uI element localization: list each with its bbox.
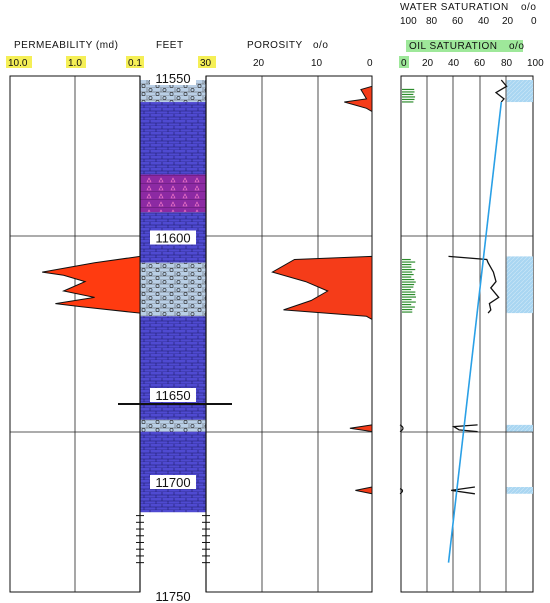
depth-label: 11550 bbox=[155, 71, 190, 86]
perm-tick: 10.0 bbox=[8, 58, 28, 69]
feet-title: FEET bbox=[156, 40, 184, 51]
porosity-tick: 20 bbox=[253, 58, 265, 69]
green-shade bbox=[402, 89, 415, 102]
oil-saturation-curve bbox=[454, 425, 478, 432]
saturation-track bbox=[401, 76, 533, 592]
porosity-curve bbox=[355, 487, 372, 494]
oil-saturation-title: OIL SATURATION bbox=[409, 41, 498, 52]
porosity-tick: 10 bbox=[311, 58, 323, 69]
oil-tick: 0 bbox=[401, 58, 407, 69]
oil-saturation-curve bbox=[451, 487, 475, 494]
porosity-unit: o/o bbox=[313, 40, 328, 51]
oolitic-limestone-interval bbox=[140, 420, 206, 432]
oil-tick: 100 bbox=[527, 58, 544, 69]
oil-saturation-unit: o/o bbox=[509, 41, 524, 52]
depth-label: 11650 bbox=[155, 388, 190, 403]
green-shade bbox=[402, 260, 416, 313]
water-saturation-fill bbox=[507, 487, 533, 494]
anhydrite-interval bbox=[140, 175, 206, 213]
limestone-interval bbox=[140, 102, 206, 174]
oil-tick: 20 bbox=[422, 58, 434, 69]
porosity-track bbox=[206, 76, 372, 592]
log-curves bbox=[42, 80, 533, 563]
feet-scale-tick: 30 bbox=[200, 58, 212, 69]
lithology-column bbox=[140, 76, 206, 592]
permeability-track bbox=[10, 76, 140, 592]
header: PERMEABILITY (md) FEET POROSITY o/o WATE… bbox=[6, 2, 544, 69]
porosity-curve bbox=[350, 425, 372, 432]
porosity-tick: 0 bbox=[367, 58, 373, 69]
oil-tick: 40 bbox=[448, 58, 460, 69]
depth-label: 11750 bbox=[155, 589, 190, 603]
water-tick: 60 bbox=[452, 16, 464, 27]
water-saturation-fill bbox=[507, 80, 533, 102]
perm-tick: 0.1 bbox=[128, 58, 142, 69]
porosity-curve bbox=[272, 256, 372, 319]
depth-ticks bbox=[136, 516, 210, 563]
permeability-title: PERMEABILITY (md) bbox=[14, 40, 118, 51]
water-tick: 100 bbox=[400, 16, 417, 27]
water-saturation-title: WATER SATURATION bbox=[400, 2, 509, 13]
porosity-title: POROSITY bbox=[247, 40, 303, 51]
water-tick: 40 bbox=[478, 16, 490, 27]
oil-saturation-curve bbox=[496, 80, 507, 102]
perm-tick: 1.0 bbox=[68, 58, 82, 69]
depth-label: 11600 bbox=[155, 231, 190, 246]
water-tick: 20 bbox=[502, 16, 514, 27]
water-tick: 0 bbox=[531, 16, 537, 27]
water-saturation-unit: o/o bbox=[521, 2, 536, 13]
permeability-curve bbox=[42, 256, 140, 313]
porosity-curve bbox=[344, 86, 372, 111]
water-tick: 80 bbox=[426, 16, 438, 27]
oil-tick: 60 bbox=[474, 58, 486, 69]
oil-tick: 80 bbox=[501, 58, 513, 69]
water-saturation-fill bbox=[507, 256, 533, 313]
depth-label: 11700 bbox=[155, 475, 190, 490]
oil-saturation-curve bbox=[449, 256, 499, 313]
limestone-interval bbox=[140, 432, 206, 513]
water-saturation-fill bbox=[507, 425, 533, 432]
oolitic-limestone-interval bbox=[140, 263, 206, 317]
